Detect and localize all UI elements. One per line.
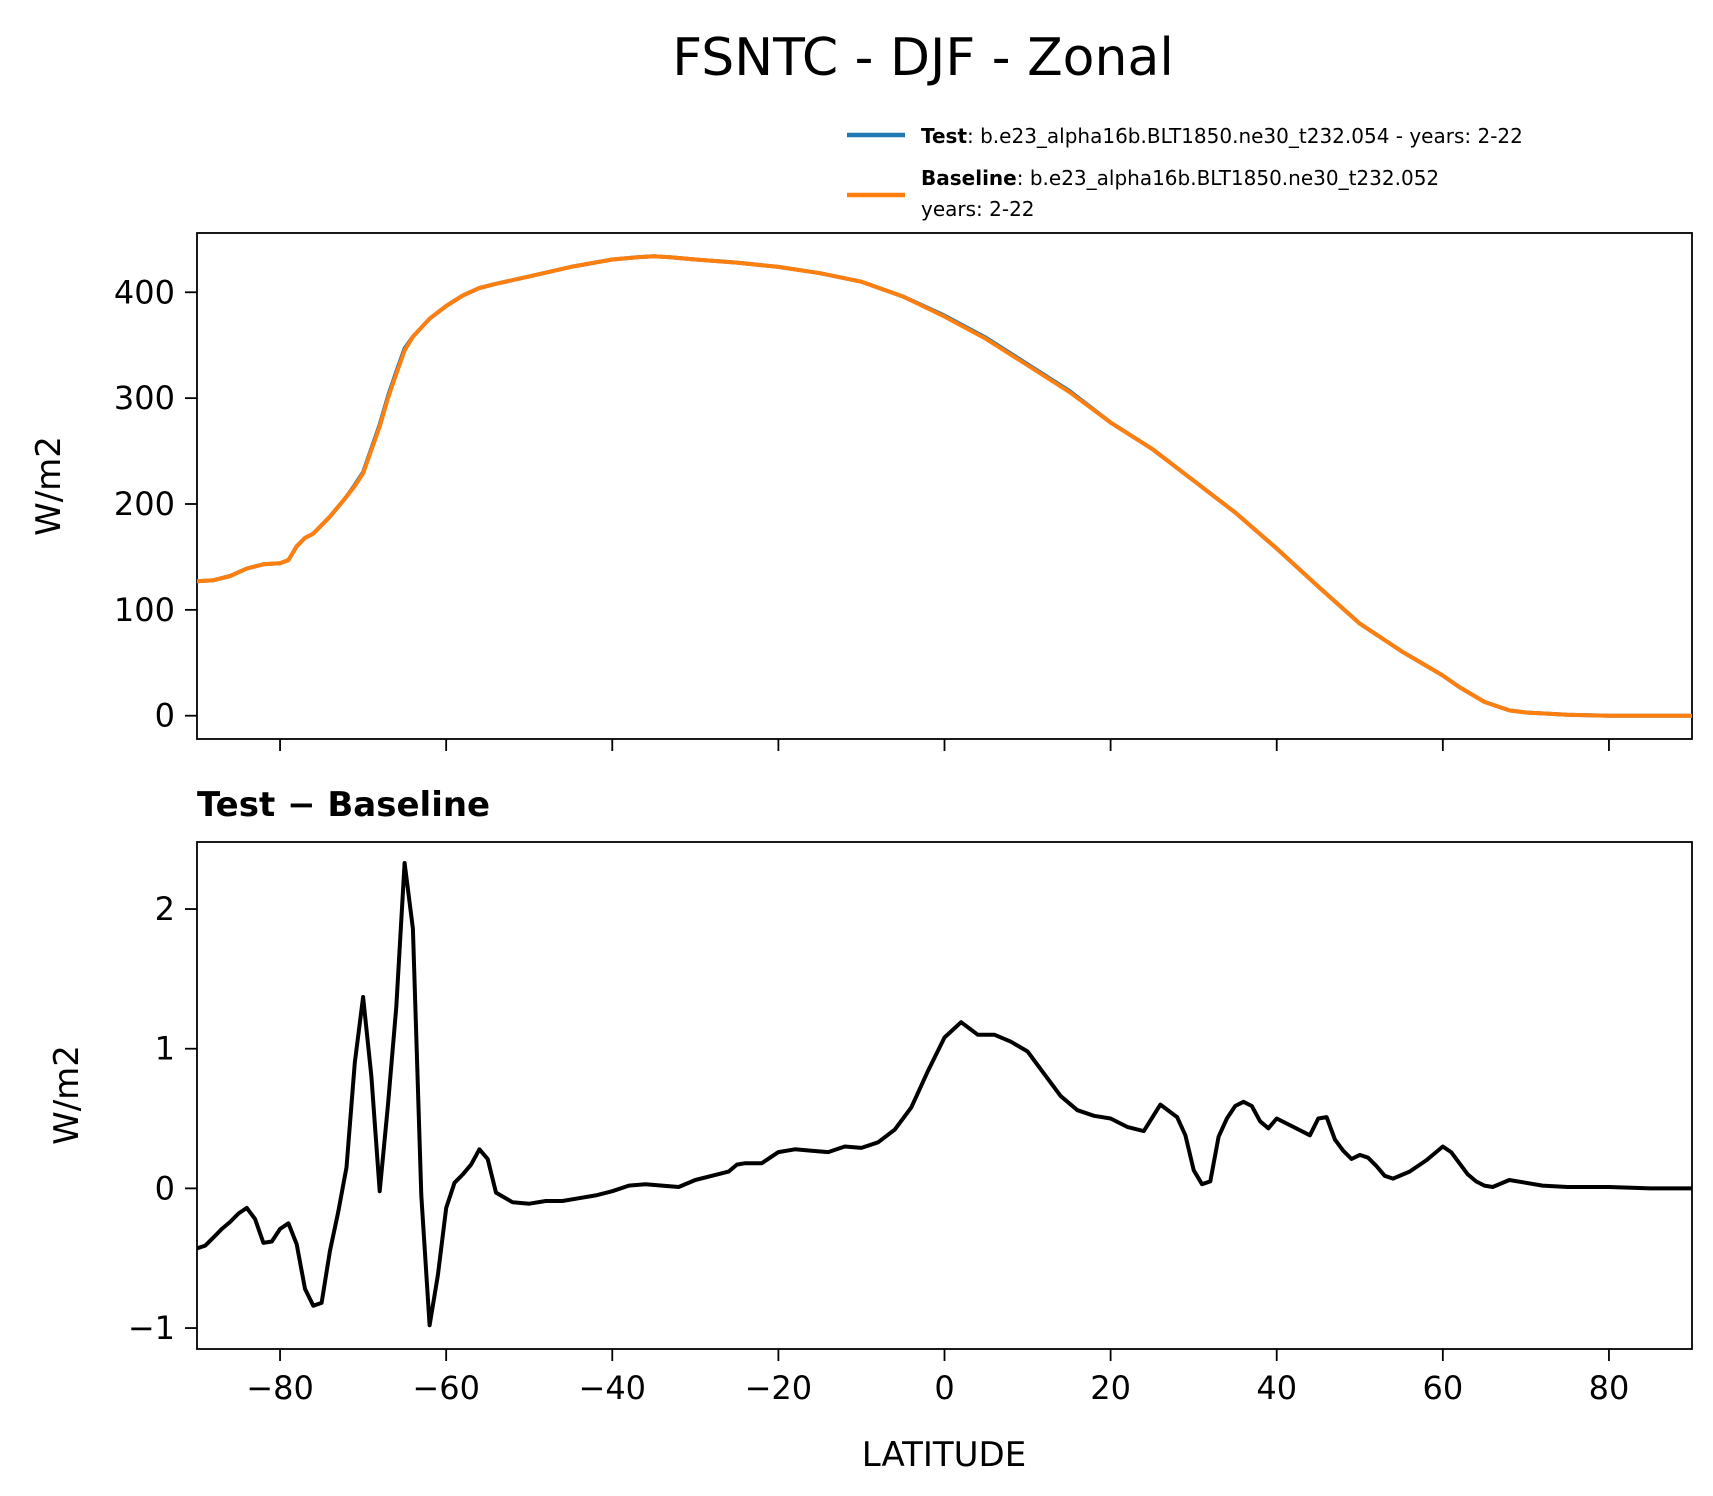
y-tick-label: −1 <box>128 1309 175 1347</box>
y-tick-label: 300 <box>114 379 175 417</box>
y-tick-label: 100 <box>114 591 175 629</box>
series-line-difference <box>197 861 1692 1328</box>
x-tick-label: −20 <box>745 1369 813 1407</box>
difference-panel: Test − Baseline −1 0 1 2 −80 −60 −40 −20 0 20 40 6… <box>47 785 1693 1475</box>
legend-label-baseline-bold: Baseline <box>921 166 1017 190</box>
difference-panel-title: Test − Baseline <box>197 785 490 825</box>
y-tick-label: 2 <box>155 890 175 928</box>
legend-label-baseline-line2: years: 2-22 <box>921 197 1035 221</box>
legend: Test: b.e23_alpha16b.BLT1850.ne30_t232.0… <box>847 124 1523 221</box>
bottom-y-ticks: −1 0 1 2 <box>128 890 197 1347</box>
legend-label-test-bold: Test <box>921 124 967 148</box>
x-tick-label: 20 <box>1090 1369 1131 1407</box>
bottom-x-ticks: −80 −60 −40 −20 0 20 40 60 80 <box>246 1349 1629 1407</box>
legend-label-baseline: Baseline: b.e23_alpha16b.BLT1850.ne30_t2… <box>921 166 1439 190</box>
y-tick-label: 0 <box>155 697 175 735</box>
series-line-baseline <box>197 254 1692 718</box>
legend-label-test-text: : b.e23_alpha16b.BLT1850.ne30_t232.054 -… <box>967 124 1523 148</box>
x-tick-label: 40 <box>1256 1369 1297 1407</box>
x-tick-label: 80 <box>1589 1369 1630 1407</box>
zonal-mean-panel: 0 100 200 300 400 W/m2 <box>29 232 1693 751</box>
bottom-series-lines <box>197 861 1692 1328</box>
x-tick-label: −60 <box>412 1369 480 1407</box>
legend-label-test: Test: b.e23_alpha16b.BLT1850.ne30_t232.0… <box>921 124 1523 148</box>
top-series-lines <box>197 254 1692 718</box>
y-tick-label: 200 <box>114 485 175 523</box>
top-y-axis-label: W/m2 <box>29 436 69 536</box>
legend-label-baseline-text: : b.e23_alpha16b.BLT1850.ne30_t232.052 <box>1017 166 1439 190</box>
x-tick-label: 0 <box>934 1369 954 1407</box>
y-tick-label: 0 <box>155 1169 175 1207</box>
y-tick-label: 1 <box>155 1030 175 1068</box>
figure-title: FSNTC - DJF - Zonal <box>672 28 1174 88</box>
bottom-y-axis-label: W/m2 <box>47 1045 87 1145</box>
bottom-plot-frame <box>196 841 1693 1350</box>
top-plot-frame <box>196 232 1693 740</box>
top-y-ticks: 0 100 200 300 400 <box>114 273 197 735</box>
x-tick-label: 60 <box>1422 1369 1463 1407</box>
y-tick-label: 400 <box>114 273 175 311</box>
x-axis-label: LATITUDE <box>862 1435 1026 1475</box>
top-x-ticks <box>279 739 1610 751</box>
x-tick-label: −40 <box>579 1369 647 1407</box>
x-tick-label: −80 <box>246 1369 314 1407</box>
